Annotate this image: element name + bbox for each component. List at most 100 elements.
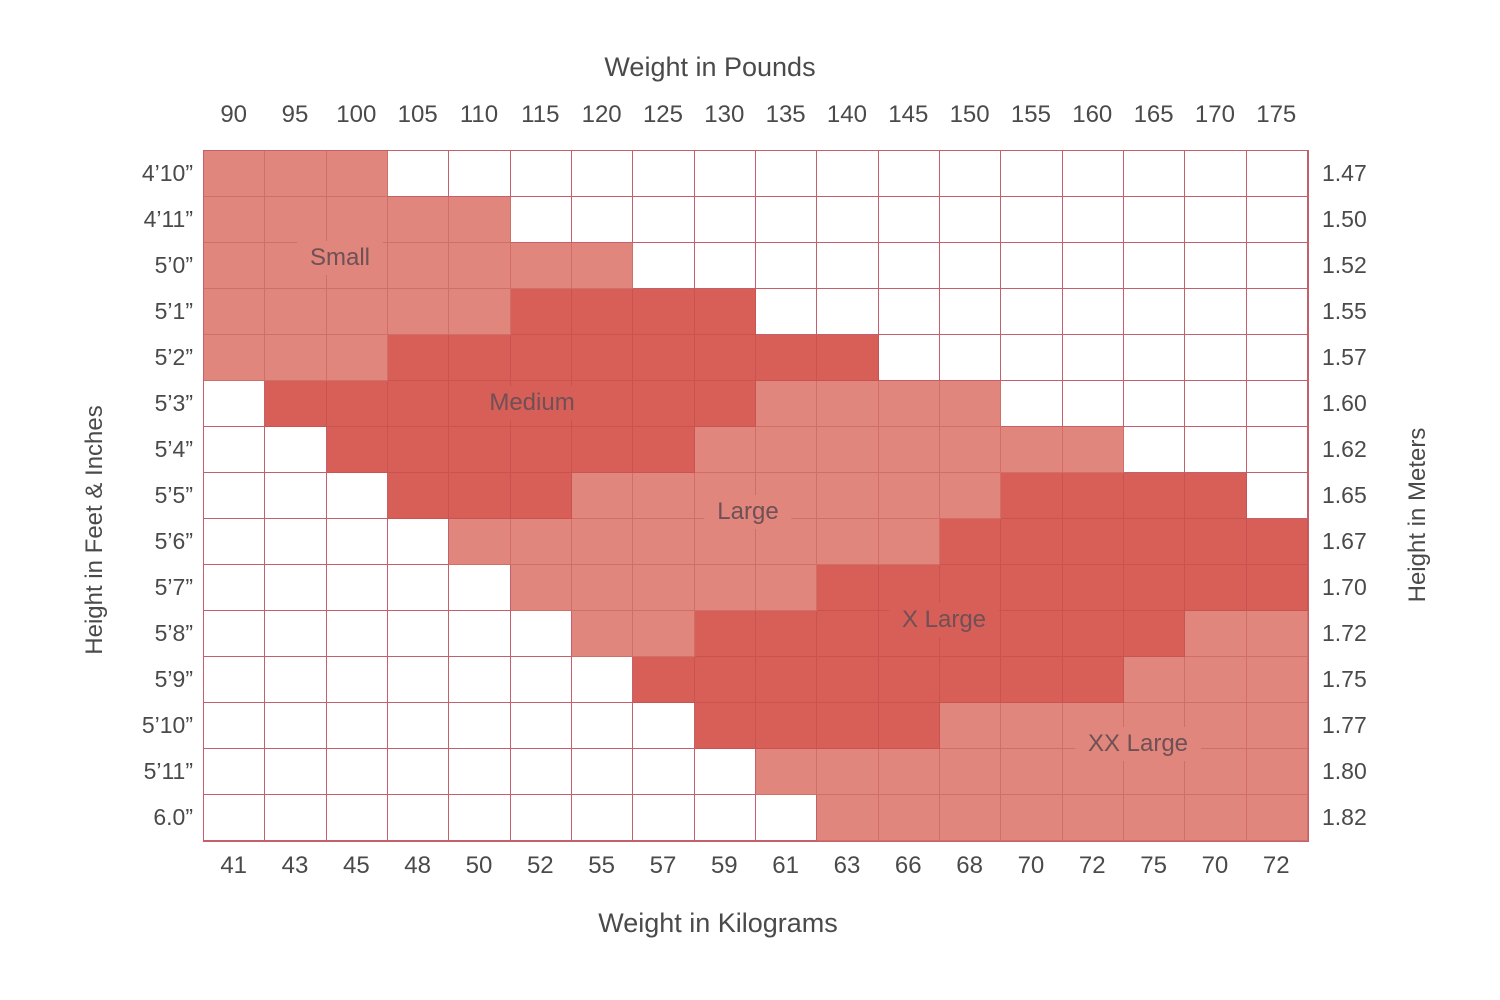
- size-cell: [1185, 565, 1247, 611]
- size-cell: [1062, 427, 1124, 473]
- size-cell: [694, 611, 756, 657]
- size-cell: [1185, 795, 1247, 841]
- size-cell: [1123, 795, 1186, 841]
- size-cell: [1185, 473, 1247, 519]
- size-cell: [449, 197, 511, 243]
- size-cell: [204, 519, 266, 565]
- size-cell: [817, 243, 879, 289]
- x-axis-title-bottom: Weight in Kilograms: [598, 908, 838, 938]
- size-cell: [571, 289, 634, 335]
- pound-tick-label: 135: [765, 101, 806, 128]
- size-band-label: XX Large: [1074, 727, 1202, 761]
- kilogram-tick-label: 70: [1017, 852, 1045, 879]
- size-cell: [878, 657, 940, 703]
- size-cell: [571, 749, 634, 795]
- size-cell: [1185, 611, 1247, 657]
- size-cell: [1062, 243, 1124, 289]
- size-cell: [387, 795, 450, 841]
- size-cell: [387, 151, 450, 197]
- size-cell: [387, 519, 450, 565]
- size-cell: [326, 197, 388, 243]
- size-cell: [1062, 151, 1124, 197]
- size-cell: [1001, 703, 1063, 749]
- size-cell: [694, 289, 756, 335]
- size-cell: [265, 565, 327, 611]
- size-cell: [571, 519, 634, 565]
- size-cell: [633, 611, 695, 657]
- size-cell: [1123, 151, 1186, 197]
- height-m-tick-label: 1.65: [1322, 482, 1367, 508]
- size-cell: [326, 473, 388, 519]
- height-m-tick-label: 1.80: [1322, 758, 1367, 784]
- kilogram-tick-label: 52: [526, 852, 554, 879]
- size-cell: [633, 795, 695, 841]
- size-cell: [1246, 519, 1308, 565]
- size-cell: [449, 749, 511, 795]
- size-cell: [1123, 519, 1186, 565]
- size-cell: [755, 611, 818, 657]
- size-cell: [449, 289, 511, 335]
- size-cell: [694, 749, 756, 795]
- size-cell: [510, 611, 572, 657]
- size-cell: [510, 519, 572, 565]
- size-cell: [510, 289, 572, 335]
- size-cell: [633, 749, 695, 795]
- size-cell: [204, 381, 266, 427]
- size-band-label: Medium: [476, 386, 588, 420]
- size-cell: [326, 611, 388, 657]
- size-cell: [694, 381, 756, 427]
- size-cell: [633, 427, 695, 473]
- size-cell: [939, 197, 1002, 243]
- size-cell: [571, 197, 634, 243]
- size-cell: [1062, 381, 1124, 427]
- size-cell: [326, 749, 388, 795]
- size-cell: [571, 703, 634, 749]
- size-cell: [326, 565, 388, 611]
- size-cell: [326, 151, 388, 197]
- size-cell: [387, 197, 450, 243]
- kilogram-tick-label: 66: [894, 852, 922, 879]
- size-cell: [510, 473, 572, 519]
- size-cell: [755, 565, 818, 611]
- size-cell: [265, 657, 327, 703]
- size-cell: [265, 703, 327, 749]
- pound-tick-label: 170: [1194, 101, 1235, 128]
- height-m-tick-label: 1.52: [1322, 252, 1367, 278]
- size-cell: [1123, 565, 1186, 611]
- size-cell: [1185, 151, 1247, 197]
- size-cell: [694, 657, 756, 703]
- y-axis-title-left: Height in Feet & Inches: [81, 405, 108, 655]
- size-cell: [817, 703, 879, 749]
- size-cell: [755, 749, 818, 795]
- size-cell: [1246, 197, 1308, 243]
- size-cell: [633, 197, 695, 243]
- size-cell: [449, 795, 511, 841]
- size-cell: [1123, 243, 1186, 289]
- size-cell: [1001, 427, 1063, 473]
- size-cell: [1062, 565, 1124, 611]
- size-cell: [387, 657, 450, 703]
- size-cell: [1062, 335, 1124, 381]
- size-cell: [939, 703, 1002, 749]
- pound-tick-label: 105: [397, 101, 438, 128]
- pound-tick-label: 145: [888, 101, 929, 128]
- size-cell: [939, 427, 1002, 473]
- size-cell: [878, 335, 940, 381]
- size-cell: [939, 657, 1002, 703]
- height-m-tick-label: 1.55: [1322, 298, 1367, 324]
- size-cell: [571, 427, 634, 473]
- kilogram-tick-label: 57: [649, 852, 677, 879]
- size-cell: [1123, 381, 1186, 427]
- size-cell: [326, 381, 388, 427]
- size-cell: [510, 151, 572, 197]
- size-cell: [939, 243, 1002, 289]
- size-cell: [694, 427, 756, 473]
- size-cell: [571, 335, 634, 381]
- size-cell: [1001, 197, 1063, 243]
- height-m-tick-label: 1.72: [1322, 620, 1367, 646]
- size-cell: [1246, 335, 1308, 381]
- size-cell: [1001, 565, 1063, 611]
- size-cell: [1246, 427, 1308, 473]
- size-cell: [265, 289, 327, 335]
- height-ft-tick-label: 5’7”: [154, 574, 193, 600]
